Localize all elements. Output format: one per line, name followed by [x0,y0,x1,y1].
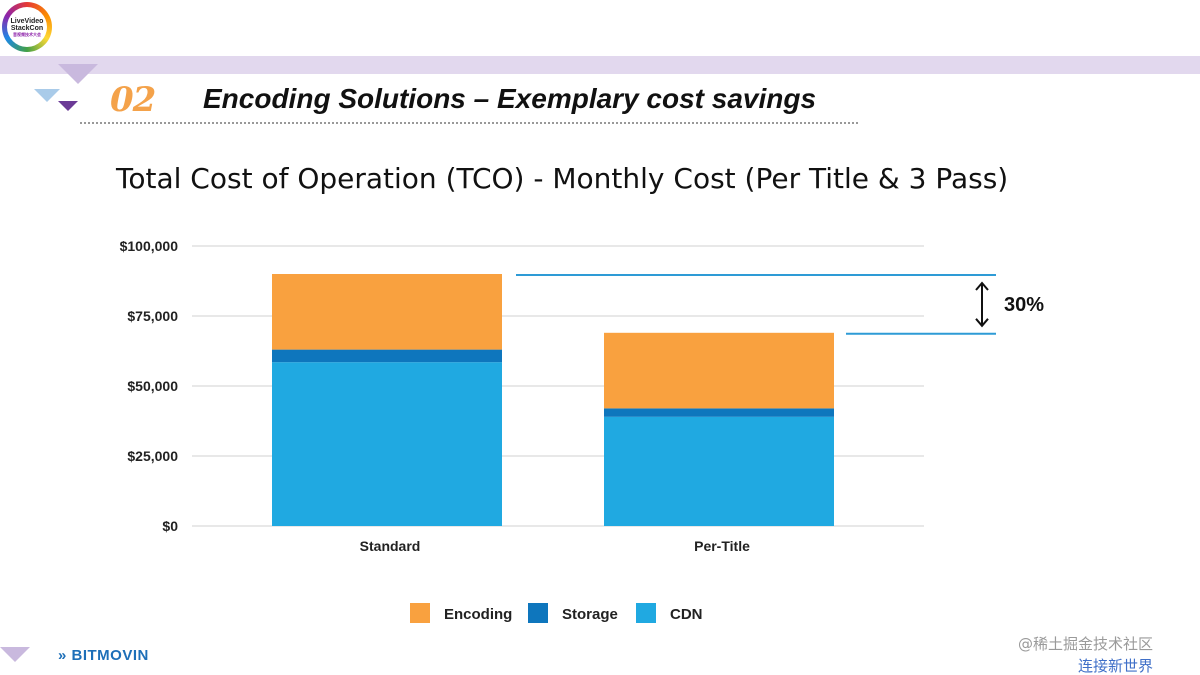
header-band [0,56,1200,74]
x-tick-label: Standard [360,538,421,554]
y-tick-label: $75,000 [127,308,178,324]
legend-label-encoding: Encoding [444,606,512,623]
legend-label-cdn: CDN [670,606,703,623]
bar-segment-cdn-standard [272,362,502,526]
y-tick-label: $50,000 [127,378,178,394]
arrow-head-up [975,281,989,291]
chart-title: Total Cost of Operation (TCO) - Monthly … [116,162,1009,195]
bitmovin-logo: » BITMOVIN [58,647,149,664]
legend-label-storage: Storage [562,606,618,623]
legend-swatch-storage [528,603,548,623]
bar-segment-storage-standard [272,349,502,363]
bar-segment-cdn-per-title [604,416,834,526]
legend-swatch-cdn [636,603,656,623]
bar-segment-encoding-per-title [604,332,834,409]
legend-swatch-encoding [410,603,430,623]
y-tick-label: $25,000 [127,448,178,464]
x-tick-label: Per-Title [694,538,750,554]
bar-segment-storage-per-title [604,408,834,417]
section-number: 02 [110,80,156,120]
savings-percent-label: 30% [1004,294,1044,316]
conference-logo: LiveVideo StackCon 音视频技术大会 [2,2,52,52]
slogan: 连接新世界 [1078,657,1154,675]
arrow-head-down [975,318,989,328]
y-tick-label: $0 [162,518,178,534]
title-divider [80,122,858,124]
watermark: @稀土掘金技术社区 [1018,635,1154,653]
bar-segment-encoding-standard [272,274,502,350]
y-tick-label: $100,000 [120,238,179,254]
slide-title: Encoding Solutions – Exemplary cost savi… [203,83,817,114]
